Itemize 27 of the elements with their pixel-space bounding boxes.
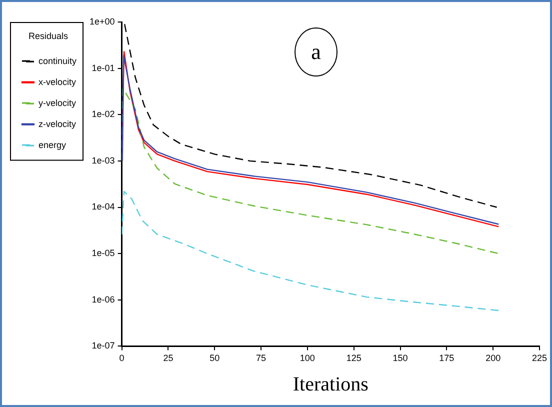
- legend-title: Residuals: [28, 30, 69, 41]
- legend-label: z-velocity: [38, 118, 77, 129]
- y-tick-label: 1e-06: [92, 294, 115, 304]
- x-tick-label: 200: [486, 353, 501, 364]
- x-tick-label: 0: [119, 353, 124, 364]
- legend-label: continuity: [38, 56, 78, 66]
- x-tick-label: 50: [210, 353, 220, 364]
- line-series: [122, 190, 500, 312]
- y-tick-label: 1e-03: [92, 155, 115, 166]
- y-tick-label: 1e-02: [92, 109, 115, 120]
- x-tick-label: 150: [392, 353, 408, 364]
- y-tick-label: 1e+00: [90, 16, 115, 26]
- y-tick-label: 1e-01: [92, 62, 115, 73]
- x-tick-label: 175: [439, 353, 454, 364]
- legend-label: energy: [38, 140, 67, 150]
- x-tick-label: 25: [163, 353, 174, 364]
- y-tick-label: 1e-07: [92, 340, 115, 351]
- y-tick-label: 1e-05: [92, 248, 115, 258]
- x-tick-label: 100: [300, 353, 315, 364]
- x-tick-label: 125: [346, 353, 362, 364]
- x-tick-label: 225: [532, 353, 548, 364]
- x-axis-title: Iterations: [292, 373, 369, 396]
- annotation: a: [311, 38, 322, 64]
- legend-label: y-velocity: [38, 98, 77, 108]
- y-tick-label: 1e-04: [92, 202, 115, 212]
- x-tick-label: 75: [256, 353, 266, 364]
- legend-label: x-velocity: [38, 76, 77, 87]
